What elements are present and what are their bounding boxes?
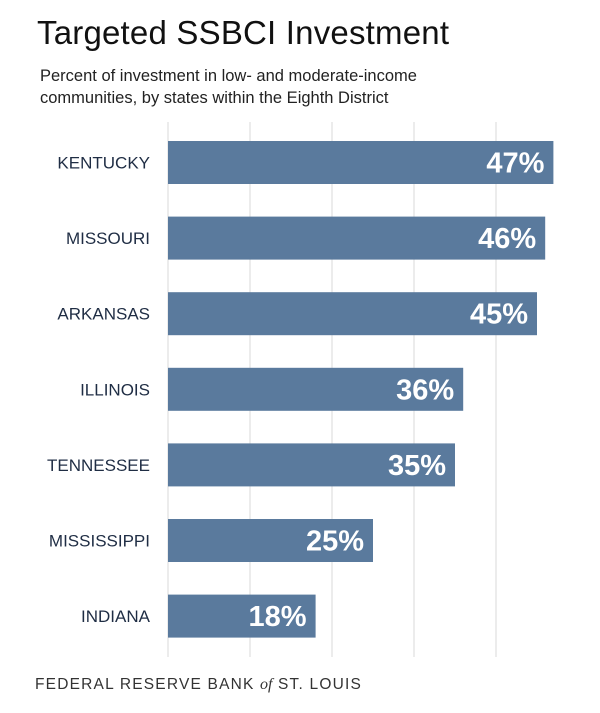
category-label-indiana: INDIANA <box>81 607 151 626</box>
value-label-arkansas: 45% <box>470 299 528 331</box>
bar-kentucky <box>168 141 554 184</box>
bar-tennessee <box>168 443 455 487</box>
category-labels: KENTUCKY MISSOURI ARKANSAS ILLINOIS TENNESSE… <box>47 154 151 627</box>
footer-text-after: ST. LOUIS <box>272 676 363 693</box>
category-label-missouri: MISSOURI <box>66 229 150 248</box>
value-label-tennessee: 35% <box>388 450 446 482</box>
value-label-indiana: 18% <box>249 601 307 633</box>
category-label-tennessee: TENNESSEE <box>47 456 150 475</box>
bar-illinois <box>168 367 464 411</box>
bar-indiana <box>168 594 316 638</box>
value-label-missouri: 46% <box>478 223 536 255</box>
category-label-arkansas: ARKANSAS <box>57 305 150 324</box>
category-label-mississippi: MISSISSIPPI <box>49 532 150 551</box>
chart-title: Targeted SSBCI Investment <box>37 14 450 51</box>
value-label-mississippi: 25% <box>306 526 364 558</box>
value-labels: 47% 46% 45% 36% 35% 25% 18% <box>249 148 545 634</box>
chart-subtitle: Percent of investment in low- and modera… <box>40 67 417 107</box>
footer-logo-text: FEDERAL RESERVE BANK of ST. LOUIS <box>35 676 362 694</box>
category-label-kentucky: KENTUCKY <box>57 154 150 173</box>
footer-text-before: FEDERAL RESERVE BANK <box>35 676 261 693</box>
bar-missouri <box>168 216 546 260</box>
bar-arkansas <box>168 292 537 336</box>
category-label-illinois: ILLINOIS <box>80 380 150 399</box>
bars <box>168 141 554 638</box>
value-label-illinois: 36% <box>396 374 454 406</box>
value-label-kentucky: 47% <box>486 148 544 180</box>
footer-text-of: of <box>260 676 273 693</box>
bar-mississippi <box>168 519 373 562</box>
